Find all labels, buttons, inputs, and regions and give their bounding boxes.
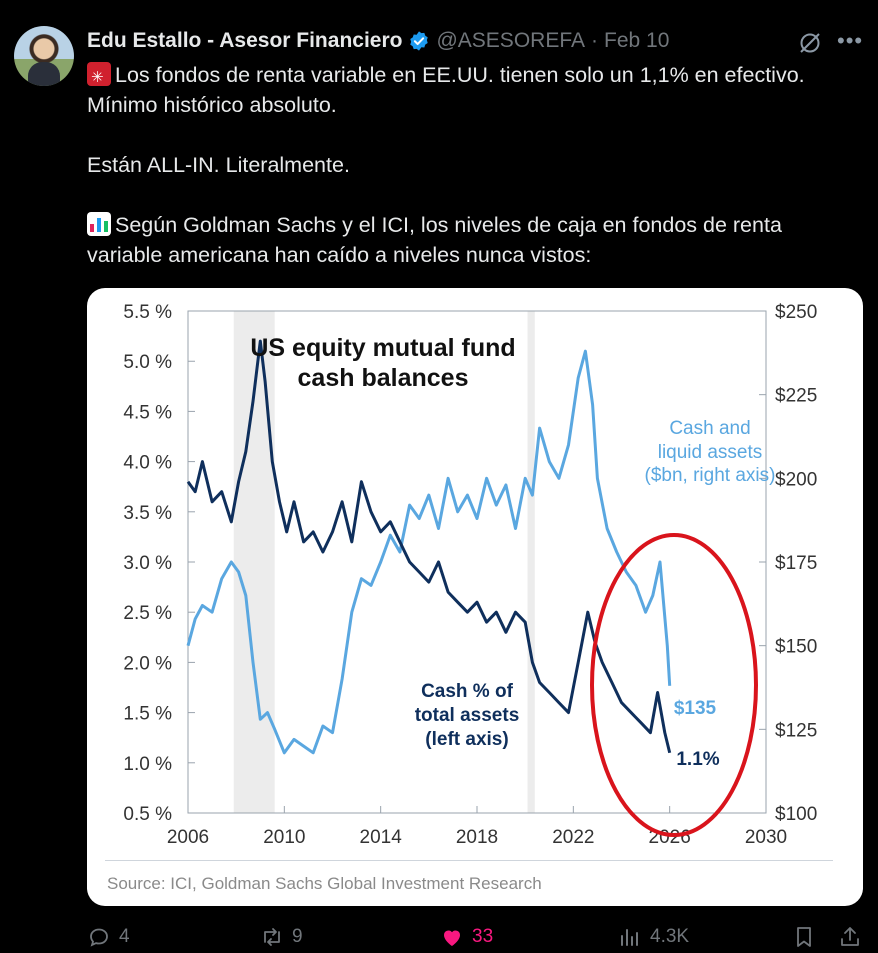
source-divider [105, 860, 833, 861]
reply-button[interactable]: 4 [87, 925, 130, 949]
like-button[interactable]: 33 [440, 925, 493, 949]
series-line-cash-percent [186, 339, 672, 754]
tweet-line-4: Según Goldman Sachs y el ICI, los nivele… [115, 213, 782, 237]
grok-icon[interactable] [797, 30, 823, 56]
end-label-dark: 1.1% [676, 749, 719, 770]
bookmark-icon [797, 927, 811, 947]
chart-source: Source: ICI, Goldman Sachs Global Invest… [107, 874, 542, 893]
legend-light-line-3: ($bn, right axis) [645, 465, 776, 486]
tweet-line-2: Mínimo histórico absoluto. [87, 93, 337, 117]
left-tick-label: 5.0 % [123, 352, 172, 373]
share-icon [841, 927, 859, 946]
separator-dot: · [591, 29, 598, 52]
chart-title-line-2: cash balances [298, 364, 469, 392]
x-tick-label: 2022 [552, 827, 594, 848]
series-line-cash-liquid-assets [186, 349, 672, 755]
verified-badge-icon [410, 31, 429, 51]
left-tick-label: 2.0 % [123, 653, 172, 674]
tweet-line-3: Están ALL-IN. Literalmente. [87, 153, 350, 177]
bar-chart-emoji-icon [87, 212, 111, 236]
right-tick-label: $225 [775, 386, 817, 407]
chart-title-line-1: US equity mutual fund [250, 334, 515, 362]
tweet-line-1: Los fondos de renta variable en EE.UU. t… [115, 63, 805, 87]
left-tick-label: 1.5 % [123, 704, 172, 725]
tweet-text: Los fondos de renta variable en EE.UU. t… [87, 60, 867, 270]
tweet-header: Edu Estallo - Asesor Financiero @ASESORE… [87, 28, 669, 54]
views-count: 4.3K [650, 926, 690, 947]
legend-dark-line-3: (left axis) [425, 729, 508, 750]
legend-light-line-2: liquid assets [658, 442, 763, 463]
left-tick-label: 3.5 % [123, 503, 172, 524]
right-tick-label: $200 [775, 469, 817, 490]
repost-count: 9 [292, 926, 303, 947]
right-tick-label: $250 [775, 302, 817, 323]
left-tick-label: 0.5 % [123, 804, 172, 825]
x-tick-label: 2030 [745, 827, 787, 848]
tweet-date[interactable]: Feb 10 [604, 29, 670, 52]
x-tick-label: 2010 [263, 827, 305, 848]
reply-icon [90, 928, 108, 947]
like-count: 33 [472, 926, 494, 947]
right-tick-label: $150 [775, 637, 817, 658]
end-label-light: $135 [674, 698, 717, 719]
left-tick-label: 4.0 % [123, 453, 172, 474]
chart-image[interactable]: 5.5 % 5.0 % 4.5 % 4.0 % 3.5 % 3.0 % 2.5 % 2.0 %… [87, 288, 863, 906]
author-name[interactable]: Edu Estallo - Asesor Financiero [87, 29, 403, 52]
legend-light-line-1: Cash and [669, 418, 750, 439]
right-tick-label: $175 [775, 553, 817, 574]
views-icon [621, 929, 638, 946]
author-avatar[interactable] [14, 26, 74, 86]
recession-band-1 [527, 311, 535, 813]
left-tick-label: 5.5 % [123, 302, 172, 323]
repost-button[interactable]: 9 [260, 925, 303, 949]
share-button[interactable] [838, 925, 862, 949]
more-options-icon[interactable]: ••• [837, 28, 864, 53]
left-tick-label: 3.0 % [123, 553, 172, 574]
highlight-circle [590, 533, 758, 837]
reply-count: 4 [119, 926, 130, 947]
repost-icon [264, 928, 280, 946]
x-tick-label: 2006 [167, 827, 209, 848]
siren-emoji-icon [87, 62, 111, 93]
tweet-line-5: variable americana han caído a niveles n… [87, 243, 592, 267]
right-tick-label: $125 [775, 720, 817, 741]
heart-icon [444, 930, 460, 946]
bookmark-button[interactable] [792, 925, 816, 949]
left-tick-label: 2.5 % [123, 603, 172, 624]
tweet-actions: 4 9 33 4.3K [0, 925, 878, 953]
right-tick-label: $100 [775, 804, 817, 825]
left-tick-label: 4.5 % [123, 402, 172, 423]
left-tick-label: 1.0 % [123, 754, 172, 775]
author-handle[interactable]: @ASESOREFA [436, 29, 585, 52]
views-button[interactable]: 4.3K [618, 925, 689, 949]
legend-dark-line-1: Cash % of [421, 681, 514, 702]
x-tick-label: 2018 [456, 827, 498, 848]
legend-dark-line-2: total assets [415, 705, 520, 726]
cash-balances-chart: 5.5 % 5.0 % 4.5 % 4.0 % 3.5 % 3.0 % 2.5 % 2.0 %… [123, 302, 817, 848]
x-tick-label: 2014 [360, 827, 403, 848]
